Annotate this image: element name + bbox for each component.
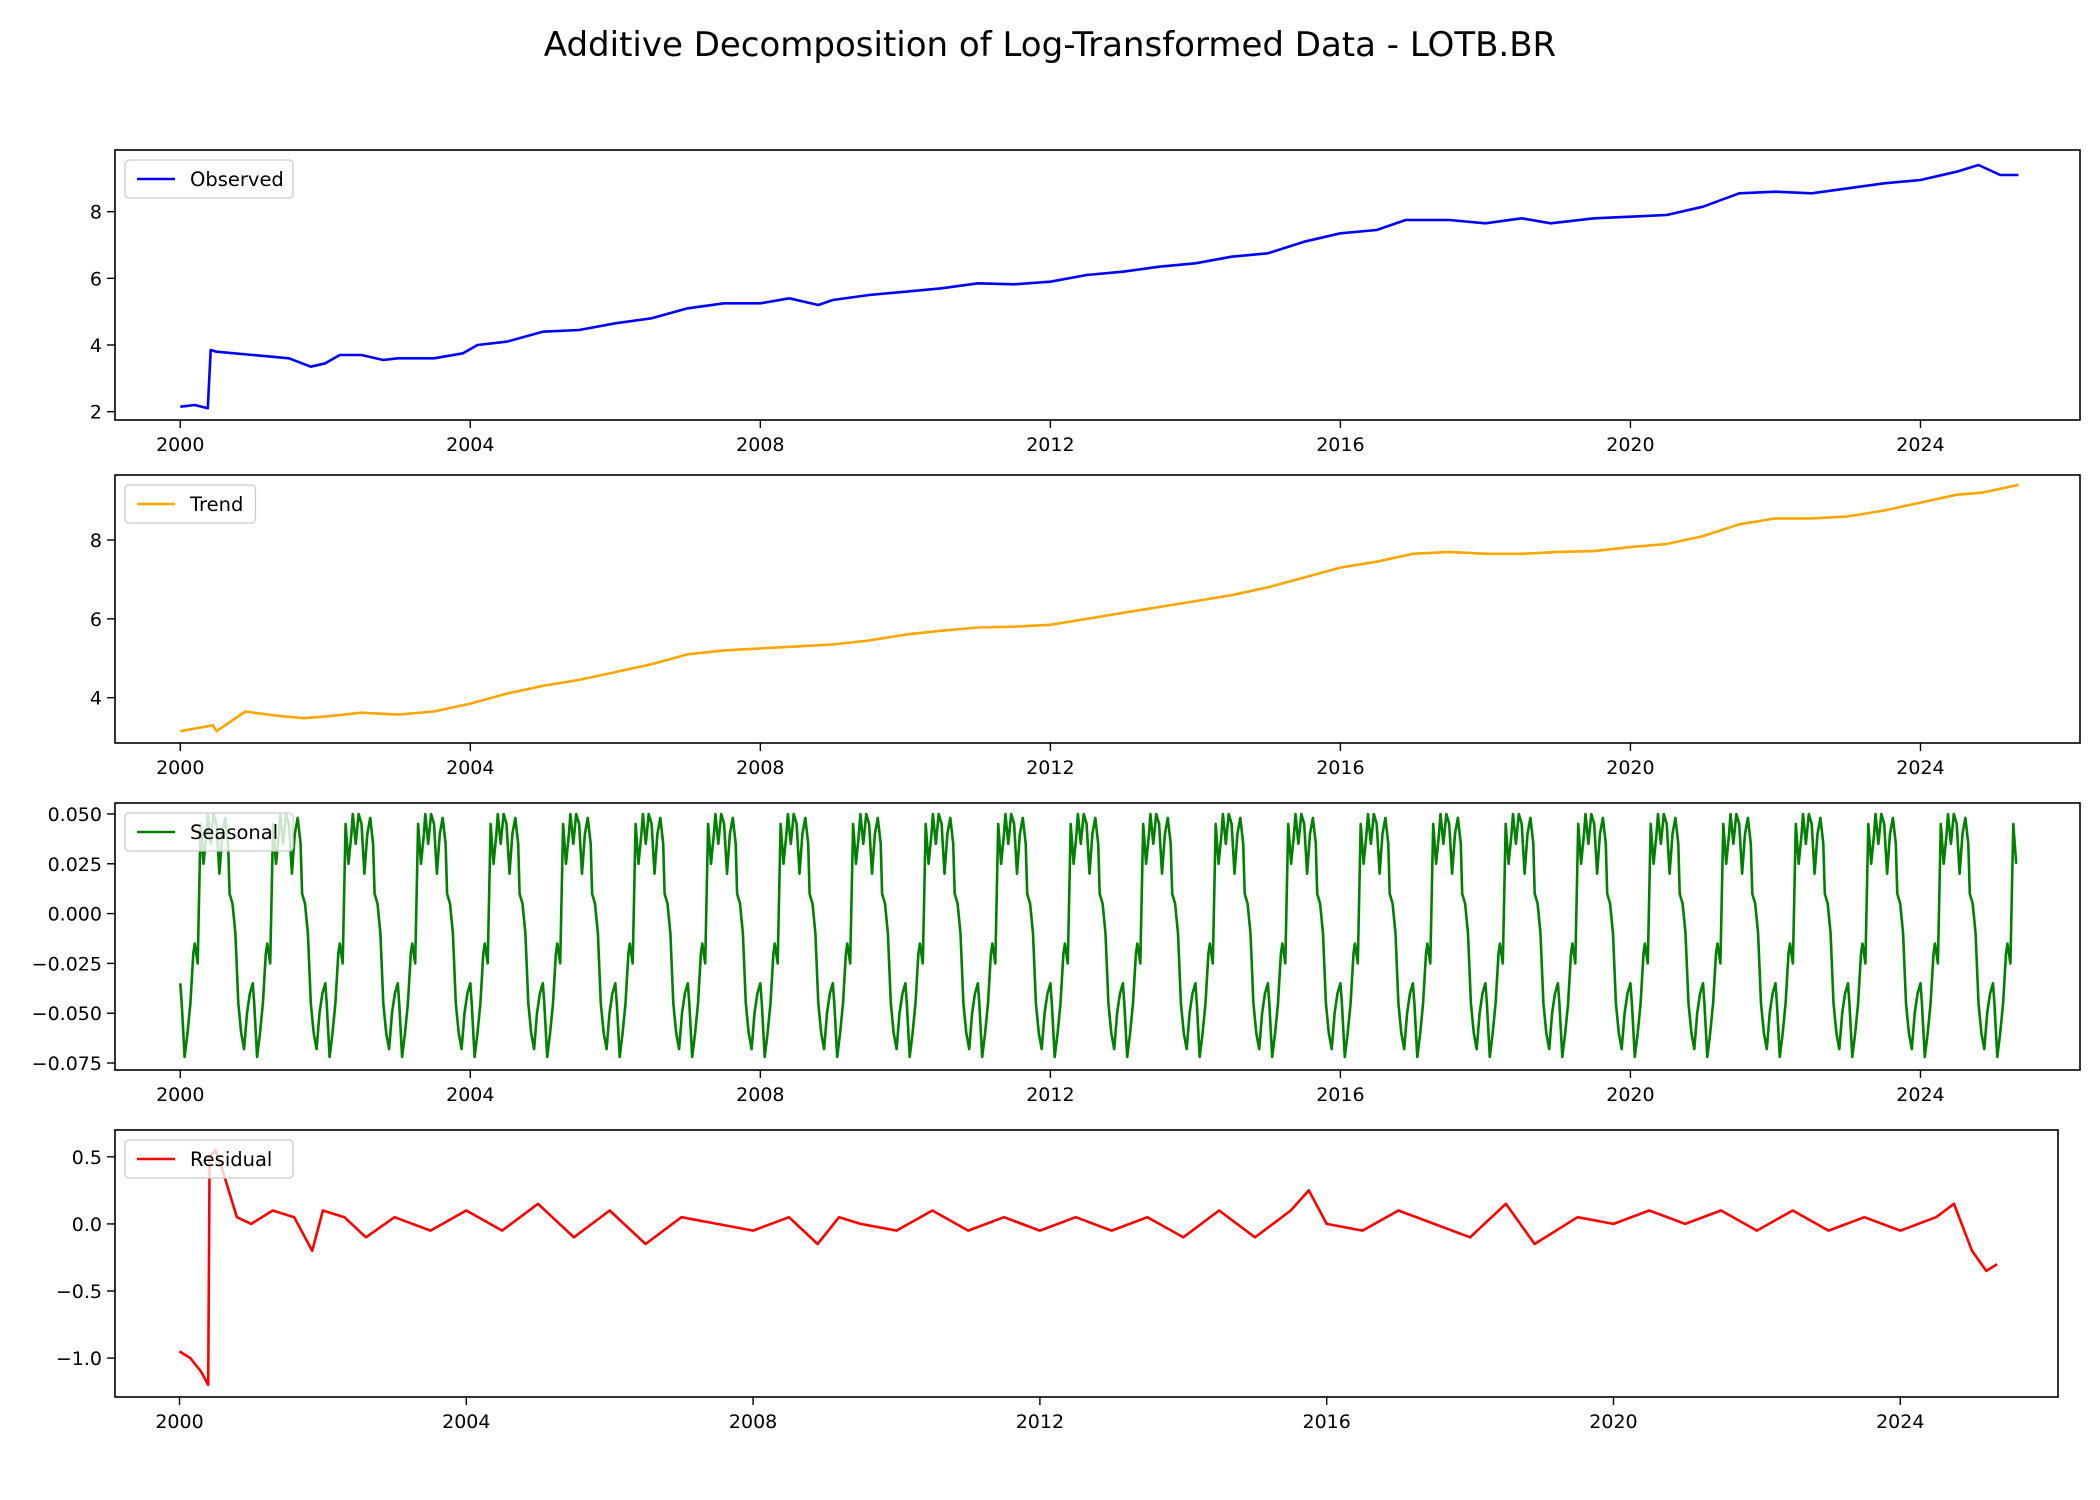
residual-y-tick-label: 0.5 bbox=[72, 1147, 102, 1169]
chart-title: Additive Decomposition of Log-Transforme… bbox=[544, 25, 1556, 65]
residual-legend-box bbox=[124, 1139, 294, 1179]
seasonal-axes-frame bbox=[114, 802, 2081, 1071]
residual-legend-label: Residual bbox=[190, 1148, 272, 1171]
seasonal-series-line bbox=[179, 812, 2018, 1059]
residual-axes-frame bbox=[114, 1129, 2059, 1398]
residual-y-tick-label: 0.0 bbox=[72, 1214, 102, 1236]
observed-x-tick-label: 2000 bbox=[156, 434, 204, 456]
trend-legend-box bbox=[124, 484, 257, 524]
residual-y-tick-label: −0.5 bbox=[56, 1281, 102, 1303]
trend-x-tick-label: 2016 bbox=[1316, 757, 1364, 779]
seasonal-x-tick-label: 2008 bbox=[736, 1084, 784, 1106]
trend-x-tick-label: 2020 bbox=[1606, 757, 1654, 779]
trend-x-tick-label: 2000 bbox=[156, 757, 204, 779]
residual-x-tick-label: 2000 bbox=[155, 1411, 203, 1433]
seasonal-x-tick-label: 2012 bbox=[1026, 1084, 1074, 1106]
seasonal-y-tick-label: −0.050 bbox=[32, 1003, 102, 1025]
observed-x-tick-label: 2004 bbox=[446, 434, 494, 456]
observed-legend-label: Observed bbox=[190, 168, 284, 191]
observed-y-tick-label: 6 bbox=[90, 268, 102, 290]
observed-y-tick-label: 4 bbox=[90, 335, 102, 357]
trend-x-tick-label: 2024 bbox=[1896, 757, 1944, 779]
residual-x-tick-label: 2016 bbox=[1303, 1411, 1351, 1433]
observed-y-tick-label: 2 bbox=[90, 402, 102, 424]
seasonal-x-tick-label: 2016 bbox=[1316, 1084, 1364, 1106]
observed-y-tick-label: 8 bbox=[90, 202, 102, 224]
subplot-trend: 2000 2004 2008 2012 2016 2020 2024 4 6 8 Trend bbox=[90, 474, 2081, 779]
observed-legend-box bbox=[124, 159, 294, 199]
subplot-seasonal: 2000 2004 2008 2012 2016 2020 2024 −0.075 −0.050… bbox=[32, 802, 2081, 1106]
observed-legend: Observed bbox=[124, 159, 294, 199]
observed-x-tick-label: 2012 bbox=[1026, 434, 1074, 456]
trend-y-tick-label: 4 bbox=[90, 688, 102, 710]
seasonal-x-tick-label: 2024 bbox=[1896, 1084, 1944, 1106]
trend-series-line bbox=[180, 483, 2019, 733]
observed-x-tick-label: 2020 bbox=[1606, 434, 1654, 456]
seasonal-x-tick-label: 2020 bbox=[1606, 1084, 1654, 1106]
observed-x-tick-label: 2008 bbox=[736, 434, 784, 456]
trend-y-tick-label: 6 bbox=[90, 609, 102, 631]
residual-x-tick-label: 2020 bbox=[1589, 1411, 1637, 1433]
residual-x-tick-label: 2012 bbox=[1016, 1411, 1064, 1433]
trend-axes-frame bbox=[114, 474, 2081, 744]
residual-series-line bbox=[178, 1148, 1998, 1387]
observed-x-tick-label: 2024 bbox=[1896, 434, 1944, 456]
subplots: 2000 2004 2008 2012 2016 2020 2024 2 4 6 8 Observed… bbox=[32, 149, 2081, 1433]
seasonal-y-tick-label: 0.025 bbox=[48, 854, 102, 876]
subplot-residual: 2000 2004 2008 2012 2016 2020 2024 −1.0 −0.5 0.0 0… bbox=[56, 1129, 2059, 1433]
seasonal-y-tick-label: −0.075 bbox=[32, 1053, 102, 1075]
residual-x-tick-label: 2004 bbox=[442, 1411, 490, 1433]
observed-axes-frame bbox=[114, 149, 2081, 421]
trend-legend-label: Trend bbox=[189, 493, 243, 516]
trend-y-tick-label: 8 bbox=[90, 530, 102, 552]
observed-series-line bbox=[180, 163, 2019, 410]
residual-y-tick-label: −1.0 bbox=[56, 1348, 102, 1370]
seasonal-x-tick-label: 2004 bbox=[446, 1084, 494, 1106]
residual-legend: Residual bbox=[124, 1139, 294, 1179]
trend-legend: Trend bbox=[124, 484, 257, 524]
trend-x-tick-label: 2004 bbox=[446, 757, 494, 779]
observed-x-tick-label: 2016 bbox=[1316, 434, 1364, 456]
seasonal-y-tick-label: 0.000 bbox=[48, 904, 102, 926]
trend-x-tick-label: 2008 bbox=[736, 757, 784, 779]
residual-x-tick-label: 2008 bbox=[729, 1411, 777, 1433]
subplot-observed: 2000 2004 2008 2012 2016 2020 2024 2 4 6 8 Observed bbox=[90, 149, 2081, 456]
residual-x-tick-label: 2024 bbox=[1876, 1411, 1924, 1433]
seasonal-y-tick-label: −0.025 bbox=[32, 953, 102, 975]
seasonal-legend-label: Seasonal bbox=[190, 821, 278, 844]
seasonal-legend-box bbox=[124, 812, 294, 852]
trend-x-tick-label: 2012 bbox=[1026, 757, 1074, 779]
seasonal-legend: Seasonal bbox=[124, 812, 294, 852]
seasonal-y-tick-label: 0.050 bbox=[48, 804, 102, 826]
seasonal-x-tick-label: 2000 bbox=[156, 1084, 204, 1106]
